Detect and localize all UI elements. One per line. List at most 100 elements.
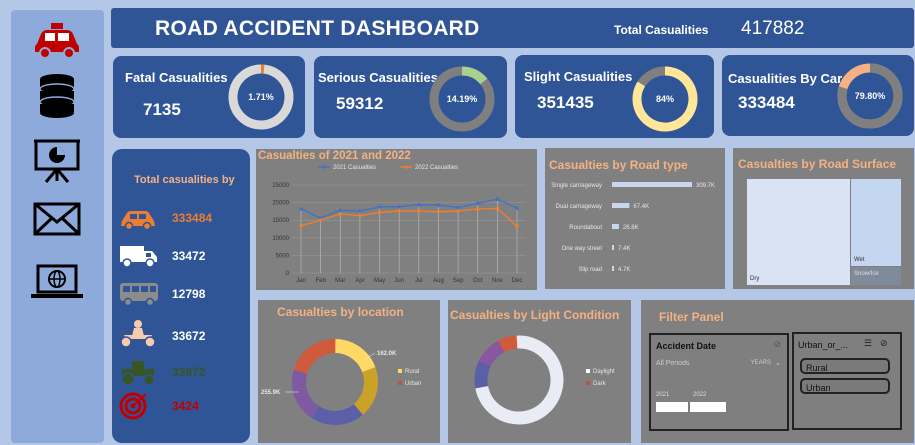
data-point <box>495 197 500 201</box>
donut-segment <box>346 342 360 359</box>
kpi-value: 333484 <box>738 93 795 112</box>
vehicle-value: 12798 <box>172 287 206 301</box>
donut-segment <box>294 391 313 409</box>
slicer-option-urban[interactable]: Urban <box>800 378 890 394</box>
car-icon[interactable] <box>29 18 85 62</box>
kpi-title: Casualities By Car <box>728 71 843 86</box>
mail-icon[interactable] <box>29 198 85 242</box>
kpi-card-serious[interactable]: Serious Casualities 59312 14.19% <box>314 56 507 138</box>
clear-filter-icon[interactable]: ⊘ <box>880 338 888 348</box>
data-point <box>358 213 362 218</box>
x-tick-label: Oct <box>473 278 483 284</box>
van-icon <box>120 246 157 268</box>
donut-segment <box>311 406 328 424</box>
legend-swatch <box>586 369 590 373</box>
vehicle-row-bus[interactable]: 12798 <box>112 281 249 309</box>
x-tick-label: Feb <box>315 278 326 284</box>
total-casualties-value: 417882 <box>741 18 805 39</box>
donut-label: 79.80% <box>855 91 886 101</box>
year-label: 2021 <box>656 392 670 398</box>
donut-segment <box>292 369 308 384</box>
y-tick-label: 25000 <box>272 183 289 189</box>
vehicle-row-other[interactable]: 3424 <box>112 392 249 421</box>
clear-filter-icon[interactable]: ⊘ <box>773 339 781 349</box>
date-timeline-slicer[interactable]: Accident Date ⊘ All Periods YEARS ⌄ 2021… <box>649 333 789 431</box>
kpi-card-slight[interactable]: Slight Casualities 351435 84% <box>515 55 714 138</box>
slicer-option-rural[interactable]: Rural <box>800 358 890 374</box>
all-periods-label: All Periods <box>656 360 690 367</box>
multi-select-icon[interactable]: ☰ <box>864 338 873 348</box>
donut-segment <box>301 399 320 419</box>
bar <box>612 182 692 187</box>
dashboard-header: ROAD ACCIDENT DASHBOARD Total Casualitie… <box>111 8 914 48</box>
chart-title: Casualties of 2021 and 2022 <box>258 150 411 162</box>
treemap-tile-snow-ice[interactable]: Snow/Ice <box>851 267 901 285</box>
data-point <box>299 224 303 228</box>
area-slicer[interactable]: Urban_or_... ☰ ⊘ Rural Urban <box>792 332 902 430</box>
donut-segment <box>323 409 338 425</box>
period-unit-dropdown[interactable]: YEARS <box>750 360 771 366</box>
series-line <box>300 198 518 219</box>
data-point <box>475 207 480 211</box>
kpi-card-car[interactable]: Casualities By Car 333484 79.80% <box>722 55 914 136</box>
x-tick-label: Jan <box>296 278 306 284</box>
data-point <box>417 209 421 213</box>
data-point <box>495 206 500 211</box>
kpi-card-fatal[interactable]: Fatal Casualities 7135 1.71% <box>113 56 305 138</box>
bus-icon <box>120 283 158 307</box>
timeline-bar-2021[interactable] <box>656 402 688 412</box>
data-point <box>318 218 323 222</box>
database-icon[interactable] <box>29 74 85 118</box>
slicer-title: Accident Date <box>656 341 717 351</box>
legend-label: 2021 Casualties <box>333 165 376 171</box>
timeline-bar-2022[interactable] <box>690 402 726 412</box>
data-point <box>338 208 343 213</box>
chevron-down-icon[interactable]: ⌄ <box>775 360 781 367</box>
kpi-title: Serious Casualities <box>318 70 438 85</box>
y-tick-label: 20000 <box>272 201 289 207</box>
filter-panel: Filter Panel Accident Date ⊘ All Periods… <box>641 300 914 443</box>
vehicle-row-quad[interactable]: 33672 <box>112 320 249 351</box>
tractor-icon <box>121 361 155 386</box>
location-panel: Casualties by location 162.0K 255.9K Rural… <box>258 300 440 443</box>
road-surface-panel: Casualties by Road Surface Dry Wet Snow/… <box>733 148 914 289</box>
data-label: 255.9K <box>261 390 281 396</box>
category-label: Dual carriageway <box>556 204 602 210</box>
vehicle-value: 33672 <box>172 329 206 343</box>
treemap-tile-wet[interactable]: Wet <box>851 179 901 266</box>
filter-title: Filter Panel <box>659 310 724 324</box>
donut-label: 14.19% <box>447 94 478 104</box>
data-point <box>397 209 401 213</box>
x-tick-label: Nov <box>492 278 503 284</box>
donut-arc <box>837 63 903 129</box>
donut-segment <box>474 378 489 389</box>
laptop-globe-icon[interactable] <box>29 260 85 304</box>
car-icon <box>121 211 155 231</box>
kpi-value: 59312 <box>336 94 384 113</box>
location-donut-chart: 162.0K 255.9K Rural Urban <box>261 339 421 425</box>
donut-segment <box>490 340 505 357</box>
x-tick-label: Jun <box>394 278 404 284</box>
vehicle-row-van[interactable]: 33472 <box>112 243 249 271</box>
y-tick-label: 5000 <box>276 253 290 259</box>
vehicle-row-tractor[interactable]: 33672 <box>112 359 249 387</box>
vehicle-row-car[interactable]: 333484 <box>112 205 249 233</box>
data-point <box>456 209 460 213</box>
chart-title: Casualties by location <box>277 305 404 319</box>
treemap-tile-dry[interactable]: Dry <box>747 179 850 285</box>
data-label: 162.0K <box>377 351 397 357</box>
donut-segment <box>506 335 518 350</box>
data-label: 4.7K <box>618 267 630 273</box>
data-label: 26.8K <box>623 225 639 231</box>
data-point <box>338 212 343 216</box>
kpi-donut: 84% <box>632 66 698 132</box>
category-label: Single carriageway <box>551 183 602 189</box>
vehicle-value: 3424 <box>172 399 199 413</box>
donut-segment <box>475 335 564 425</box>
x-tick-label: May <box>374 278 385 284</box>
x-tick-label: Mar <box>335 278 345 284</box>
kpi-donut: 79.80% <box>837 63 903 129</box>
presentation-icon[interactable] <box>29 138 85 183</box>
data-point <box>475 201 480 206</box>
legend-label: Rural <box>405 369 419 375</box>
